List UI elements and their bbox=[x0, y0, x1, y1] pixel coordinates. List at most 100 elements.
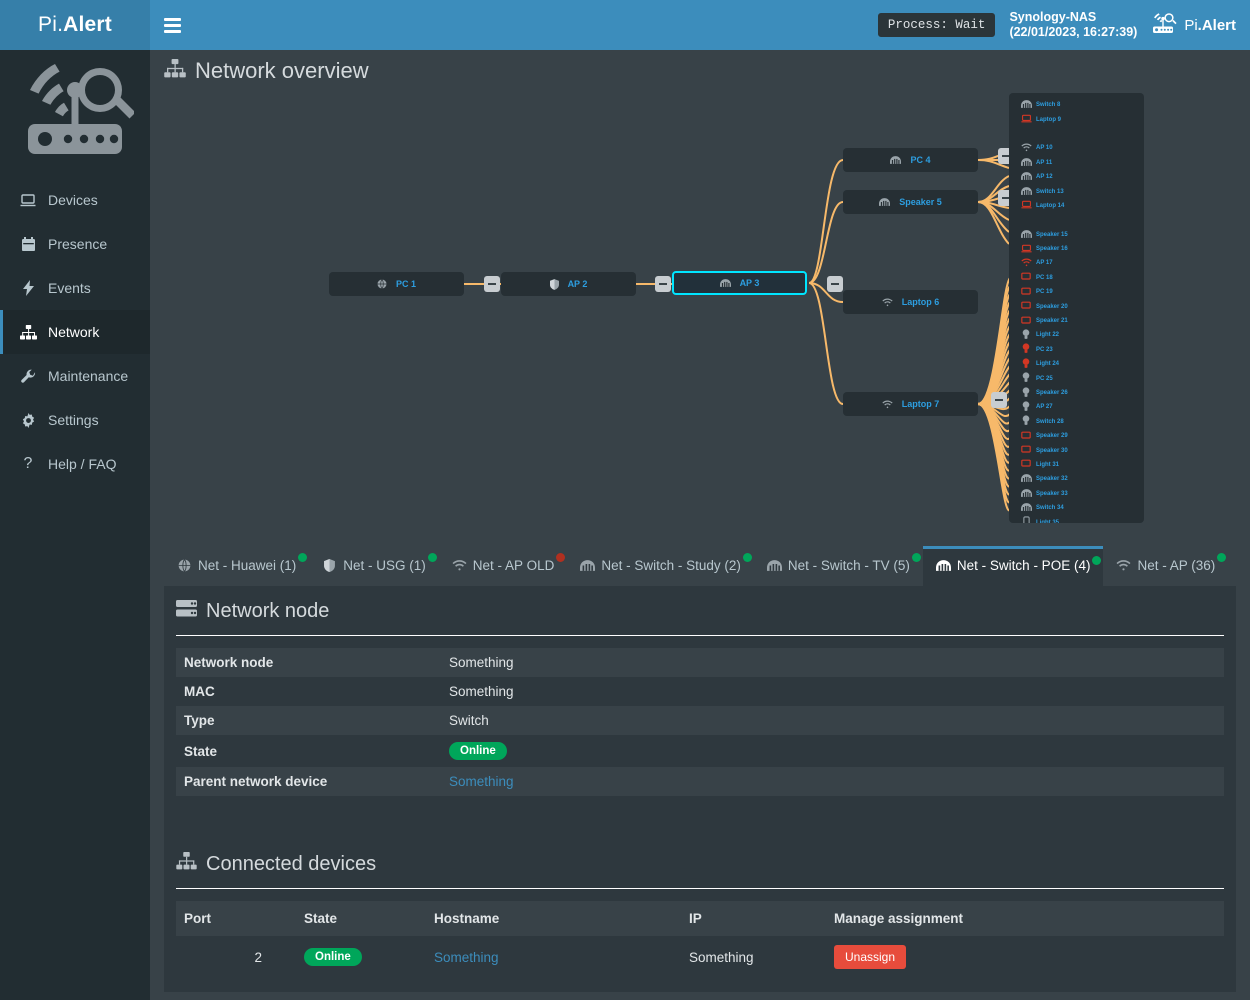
map-node[interactable]: Laptop 6 bbox=[843, 290, 978, 314]
unassign-button[interactable]: Unassign bbox=[834, 945, 907, 969]
sidebar-item-events[interactable]: Events bbox=[0, 266, 150, 310]
hostname-link[interactable]: Something bbox=[434, 949, 499, 965]
sidebar-item-label: Settings bbox=[48, 412, 99, 428]
leaf-node-item[interactable]: Speaker 32 bbox=[1009, 472, 1144, 486]
property-value: Switch bbox=[449, 713, 489, 728]
property-key: State bbox=[184, 743, 218, 759]
switch-icon bbox=[766, 559, 782, 572]
wifi-icon bbox=[1116, 559, 1131, 572]
leaf-node-item[interactable]: Speaker 26 bbox=[1009, 386, 1144, 400]
column-header[interactable]: Hostname bbox=[426, 901, 681, 936]
leaf-node-item[interactable]: Speaker 30 bbox=[1009, 443, 1144, 457]
leaf-node-item[interactable]: Light 24 bbox=[1009, 357, 1144, 371]
sidebar-item-help-faq[interactable]: ? Help / FAQ bbox=[0, 442, 150, 486]
property-value[interactable]: Something bbox=[441, 767, 1224, 796]
map-node[interactable]: Laptop 7 bbox=[843, 392, 978, 416]
leaf-node-item[interactable]: Speaker 20 bbox=[1009, 299, 1144, 313]
tab-net-huawei-1[interactable]: Net - Huawei (1) bbox=[164, 546, 309, 586]
leaf-node-item[interactable]: Speaker 21 bbox=[1009, 314, 1144, 328]
map-node[interactable]: Speaker 5 bbox=[843, 190, 978, 214]
leaf-node-item[interactable]: Speaker 29 bbox=[1009, 429, 1144, 443]
brand-prefix: Pi bbox=[38, 13, 58, 36]
tab-net-switch-tv-5[interactable]: Net - Switch - TV (5) bbox=[754, 546, 923, 586]
process-status-badge: Process: Wait bbox=[877, 13, 996, 37]
column-header[interactable]: Manage assignment bbox=[826, 901, 1224, 936]
leaf-node-item[interactable]: PC 23 bbox=[1009, 343, 1144, 357]
tab-label: Net - USG (1) bbox=[343, 558, 426, 573]
network-node-tabs: Net - Huawei (1) Net - USG (1) Net - AP OL… bbox=[164, 540, 1236, 586]
leaf-node-item[interactable]: AP 10 bbox=[1009, 141, 1144, 155]
leaf-node-item[interactable]: Laptop 14 bbox=[1009, 199, 1144, 213]
switch-icon bbox=[580, 559, 596, 572]
leaf-node-item[interactable]: Light 22 bbox=[1009, 328, 1144, 342]
leaf-node-item[interactable]: Switch 13 bbox=[1009, 184, 1144, 198]
tab-label: Net - Switch - POE (4) bbox=[956, 558, 1091, 573]
sidebar-item-label: Network bbox=[48, 324, 100, 340]
map-node-label: AP 3 bbox=[739, 278, 760, 288]
leaf-node-item[interactable]: AP 27 bbox=[1009, 400, 1144, 414]
leaf-node-item[interactable]: Speaker 16 bbox=[1009, 242, 1144, 256]
leaf-node-label: Light 35 bbox=[1036, 519, 1060, 523]
tab-net-usg-1[interactable]: Net - USG (1) bbox=[309, 546, 439, 586]
property-value: Something bbox=[449, 684, 514, 699]
leaf-node-item[interactable]: AP 11 bbox=[1009, 156, 1144, 170]
map-node-label: Speaker 5 bbox=[899, 197, 942, 207]
table-row: Network node Something bbox=[176, 648, 1224, 677]
header-right-group: Process: Wait Synology-NAS (22/01/2023, … bbox=[877, 0, 1236, 50]
leaf-node-label: PC 18 bbox=[1036, 274, 1053, 281]
tab-net-ap-36[interactable]: Net - AP (36) bbox=[1103, 546, 1228, 586]
sidebar-item-presence[interactable]: Presence bbox=[0, 222, 150, 266]
map-node[interactable]: AP 3 bbox=[672, 271, 807, 295]
leaf-node-label: AP 17 bbox=[1036, 260, 1053, 267]
content-area: Network overview bbox=[150, 50, 1250, 1000]
leaf-node-item[interactable]: Light 35 bbox=[1009, 515, 1144, 523]
leaf-node-item[interactable]: Speaker 33 bbox=[1009, 487, 1144, 501]
collapse-toggle-button[interactable] bbox=[827, 276, 843, 292]
leaf-node-panel[interactable]: Switch 8 Laptop 9 AP 10 AP 11 AP 12 Switch 13… bbox=[1009, 93, 1144, 523]
header-brand[interactable]: Pi.Alert bbox=[1151, 12, 1236, 38]
column-header[interactable]: IP bbox=[681, 901, 826, 936]
leaf-node-item[interactable]: AP 17 bbox=[1009, 256, 1144, 270]
parent-device-link[interactable]: Something bbox=[449, 774, 514, 789]
brand-logo[interactable]: Pi. Alert bbox=[0, 0, 150, 50]
map-node[interactable]: AP 2 bbox=[501, 272, 636, 296]
host-name: Synology-NAS bbox=[1009, 10, 1097, 24]
pc-icon bbox=[1021, 272, 1031, 283]
server-icon bbox=[176, 600, 197, 623]
sidebar-item-settings[interactable]: Settings bbox=[0, 398, 150, 442]
leaf-node-label: Switch 34 bbox=[1036, 505, 1064, 512]
tab-net-switch-study-2[interactable]: Net - Switch - Study (2) bbox=[567, 546, 754, 586]
switch-icon bbox=[890, 156, 902, 164]
leaf-node-item[interactable]: Speaker 15 bbox=[1009, 228, 1144, 242]
sidebar-item-maintenance[interactable]: Maintenance bbox=[0, 354, 150, 398]
switch-icon bbox=[1021, 474, 1032, 484]
leaf-node-item[interactable]: Switch 8 bbox=[1009, 98, 1144, 112]
leaf-node-item[interactable]: Laptop 9 bbox=[1009, 112, 1144, 126]
leaf-node-item[interactable]: Light 31 bbox=[1009, 458, 1144, 472]
sidebar-item-devices[interactable]: Devices bbox=[0, 178, 150, 222]
network-map[interactable]: PC 1 AP 2 AP 3 PC 4 Speaker 5 Laptop 6 Laptop … bbox=[164, 90, 1236, 540]
cell-hostname[interactable]: Something bbox=[426, 936, 681, 978]
status-dot bbox=[556, 553, 566, 562]
column-header[interactable]: Port bbox=[176, 901, 296, 936]
leaf-node-item[interactable]: PC 25 bbox=[1009, 371, 1144, 385]
column-header[interactable]: State bbox=[296, 901, 426, 936]
leaf-node-item[interactable]: PC 19 bbox=[1009, 285, 1144, 299]
bolt-icon bbox=[19, 280, 37, 296]
sidebar-item-network[interactable]: Network bbox=[0, 310, 150, 354]
collapse-toggle-button[interactable] bbox=[484, 276, 500, 292]
leaf-node-item[interactable]: Switch 34 bbox=[1009, 501, 1144, 515]
tab-net-switch-poe-4[interactable]: Net - Switch - POE (4) bbox=[922, 546, 1104, 586]
leaf-node-item[interactable]: AP 12 bbox=[1009, 170, 1144, 184]
hamburger-icon[interactable] bbox=[150, 0, 194, 50]
switch-icon bbox=[935, 559, 951, 572]
map-node[interactable]: PC 4 bbox=[843, 148, 978, 172]
map-node[interactable]: PC 1 bbox=[329, 272, 464, 296]
collapse-toggle-button[interactable] bbox=[655, 276, 671, 292]
leaf-node-item[interactable]: Switch 28 bbox=[1009, 415, 1144, 429]
panel-title-label: Connected devices bbox=[206, 852, 377, 875]
tab-net-ap-old[interactable]: Net - AP OLD bbox=[439, 546, 568, 586]
cell-manage-assignment[interactable]: Unassign bbox=[826, 936, 1224, 978]
leaf-node-item[interactable]: PC 18 bbox=[1009, 271, 1144, 285]
collapse-toggle-button[interactable] bbox=[991, 392, 1007, 408]
